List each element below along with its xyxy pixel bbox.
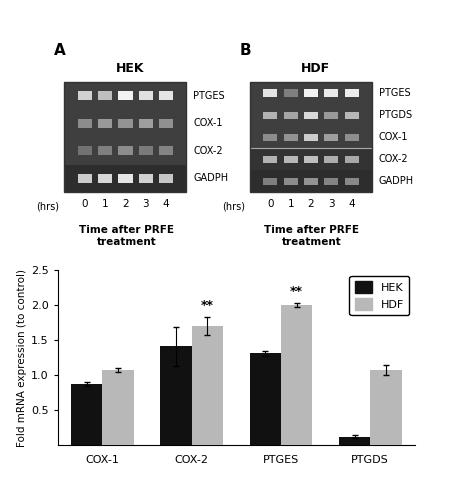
Text: COX-1: COX-1 (193, 118, 223, 128)
Bar (102, 370, 134, 445)
Legend: HEK, HDF: HEK, HDF (349, 276, 409, 316)
Text: 1: 1 (102, 200, 108, 209)
Bar (344, 178, 359, 184)
Bar (304, 134, 318, 140)
Bar (370, 370, 402, 445)
Bar (98, 146, 112, 155)
Bar (78, 146, 92, 155)
Bar (65, 82, 186, 192)
Bar (344, 156, 359, 162)
Bar (98, 92, 112, 100)
Bar (159, 174, 173, 182)
Text: (hrs): (hrs) (36, 201, 59, 211)
Bar (281, 305, 312, 445)
Bar (324, 156, 338, 162)
Bar (139, 174, 153, 182)
Bar (284, 134, 298, 140)
Bar (159, 92, 173, 100)
Bar (284, 178, 298, 184)
Bar (118, 119, 133, 128)
Text: B: B (240, 43, 251, 58)
Bar (98, 119, 112, 128)
Text: 3: 3 (328, 200, 335, 209)
Text: COX-2: COX-2 (193, 146, 223, 156)
Bar (304, 156, 318, 162)
Bar (263, 156, 278, 162)
Text: Time after PRFE
treatment: Time after PRFE treatment (264, 225, 359, 248)
Bar (160, 346, 192, 445)
Y-axis label: Fold mRNA expression (to control): Fold mRNA expression (to control) (17, 268, 27, 446)
Bar (304, 178, 318, 184)
Bar (139, 119, 153, 128)
Text: HEK: HEK (116, 62, 144, 75)
Bar (78, 92, 92, 100)
Bar (263, 178, 278, 184)
Bar (65, 82, 186, 110)
Bar (250, 170, 372, 192)
Bar (65, 110, 186, 137)
Bar (250, 354, 281, 445)
Bar (98, 174, 112, 182)
Text: PTGDS: PTGDS (379, 110, 412, 120)
Bar (250, 104, 372, 126)
Bar (65, 164, 186, 192)
Text: 4: 4 (163, 200, 170, 209)
Bar (250, 82, 372, 104)
Text: 2: 2 (122, 200, 129, 209)
Bar (78, 119, 92, 128)
Text: A: A (54, 43, 66, 58)
Bar (284, 156, 298, 162)
Bar (65, 137, 186, 164)
Bar (344, 90, 359, 96)
Bar (304, 112, 318, 118)
Bar (263, 90, 278, 96)
Bar (71, 384, 102, 445)
Text: COX-1: COX-1 (379, 132, 408, 142)
Bar (192, 326, 223, 445)
Bar (139, 146, 153, 155)
Text: 0: 0 (82, 200, 88, 209)
Text: HDF: HDF (301, 62, 330, 75)
Text: 4: 4 (349, 200, 355, 209)
Bar (139, 92, 153, 100)
Bar (284, 90, 298, 96)
Text: 2: 2 (307, 200, 314, 209)
Text: 1: 1 (287, 200, 294, 209)
Text: **: ** (290, 286, 303, 298)
Bar (324, 90, 338, 96)
Text: GADPH: GADPH (379, 176, 414, 186)
Bar (324, 134, 338, 140)
Text: Time after PRFE
treatment: Time after PRFE treatment (79, 225, 174, 248)
Bar (159, 146, 173, 155)
Bar (324, 112, 338, 118)
Bar (118, 92, 133, 100)
Bar (250, 148, 372, 170)
Text: 3: 3 (142, 200, 149, 209)
Text: (hrs): (hrs) (222, 201, 245, 211)
Bar (78, 174, 92, 182)
Bar (250, 82, 372, 192)
Bar (250, 126, 372, 148)
Bar (263, 134, 278, 140)
Text: COX-2: COX-2 (379, 154, 408, 164)
Bar (324, 178, 338, 184)
Bar (263, 112, 278, 118)
Text: PTGES: PTGES (379, 88, 410, 98)
Text: PTGES: PTGES (193, 91, 225, 101)
Bar (118, 174, 133, 182)
Bar (304, 90, 318, 96)
Bar (344, 134, 359, 140)
Bar (344, 112, 359, 118)
Bar (118, 146, 133, 155)
Bar (159, 119, 173, 128)
Text: 0: 0 (267, 200, 273, 209)
Text: **: ** (201, 299, 214, 312)
Bar (284, 112, 298, 118)
Bar (339, 436, 370, 445)
Text: GADPH: GADPH (193, 174, 229, 184)
